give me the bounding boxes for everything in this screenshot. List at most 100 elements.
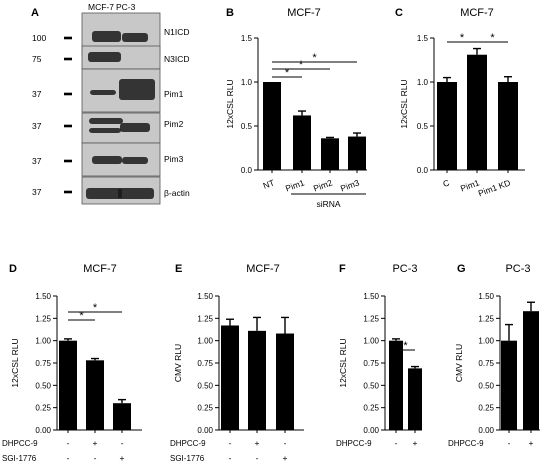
chart-title: PC-3 xyxy=(392,263,417,275)
mw-marker-label: 37 xyxy=(32,156,42,166)
y-tick-label: 1.00 xyxy=(35,337,51,346)
y-tick-label: 0.50 xyxy=(197,381,213,390)
bar xyxy=(59,340,77,430)
y-axis-label: 12xCSL RLU xyxy=(338,338,348,387)
bar xyxy=(389,340,403,430)
chart-panel-d: MCF-7 12xCSL RLU 0.00 0.25 0.50 0.75 1.00 1.25 1… xyxy=(2,263,142,463)
bar xyxy=(293,115,311,170)
significance-star: * xyxy=(490,32,495,44)
x-tick-label: Pim1 KD xyxy=(477,177,512,198)
x-tick-label: Pim1 xyxy=(284,177,306,193)
significance-star: * xyxy=(460,32,465,44)
mw-marker-tick xyxy=(64,57,72,61)
mw-marker-tick xyxy=(64,190,72,194)
blot-protein-label: N3ICD xyxy=(164,54,190,64)
y-tick-label: 0.25 xyxy=(478,404,494,413)
blot-protein-label: Pim3 xyxy=(164,154,184,164)
panel-letter-f: F xyxy=(339,263,346,275)
blot-band xyxy=(92,31,121,42)
bar xyxy=(263,82,281,170)
y-tick-label: 1.25 xyxy=(363,314,379,323)
blot-band xyxy=(92,156,122,164)
significance-star: * xyxy=(312,52,317,64)
y-tick-label: 0.50 xyxy=(35,381,51,390)
x-tick-label: NT xyxy=(262,177,276,190)
panel-letter-e: E xyxy=(175,263,182,275)
blot-band xyxy=(122,33,148,42)
y-tick-label: 0.00 xyxy=(35,426,51,435)
condition-label: SGI-1776 xyxy=(2,454,37,463)
blot-protein-label: Pim1 xyxy=(164,89,184,99)
condition-mark: - xyxy=(395,438,398,448)
y-tick-label: 1.00 xyxy=(363,337,379,346)
mw-marker-label: 37 xyxy=(32,121,42,131)
mw-marker-label: 100 xyxy=(32,33,46,43)
y-axis-label: CMV RLU xyxy=(173,344,183,382)
blot-lane-label: MCF-7 xyxy=(88,2,114,12)
blot-band xyxy=(88,52,121,62)
condition-mark: + xyxy=(283,453,288,463)
bar xyxy=(348,136,366,170)
y-tick-label: 1.00 xyxy=(478,337,494,346)
condition-mark: - xyxy=(67,453,70,463)
blot-protein-label: Pim2 xyxy=(164,119,184,129)
chart-panel-b: MCF-7 12xCSL RLU 0.0 0.5 1.0 1.5 * * * NT Pim1 Pim2… xyxy=(225,7,367,209)
y-axis-label: 12xCSL RLU xyxy=(10,338,20,387)
mw-marker-label: 37 xyxy=(32,187,42,197)
condition-mark: - xyxy=(121,438,124,448)
bar xyxy=(221,325,239,430)
panel-letter-a: A xyxy=(31,7,39,19)
y-tick-label: 1.50 xyxy=(197,292,213,301)
y-tick-label: 1.5 xyxy=(241,34,253,43)
chart-title: PC-3 xyxy=(505,263,530,275)
chart-panel-e: MCF-7 CMV RLU 0.00 0.25 0.50 0.75 1.00 1.25 1.50… xyxy=(170,263,304,463)
x-tick-label: Pim2 xyxy=(312,177,334,193)
mw-marker-tick xyxy=(64,92,72,96)
panel-letter-b: B xyxy=(226,7,234,19)
condition-mark: - xyxy=(94,453,97,463)
significance-star: * xyxy=(79,310,84,322)
significance-star: * xyxy=(285,67,290,79)
condition-label: DHPCC-9 xyxy=(2,439,38,448)
blot-lane-label: PC-3 xyxy=(116,2,136,12)
y-axis-label: CMV RLU xyxy=(454,344,464,382)
y-tick-label: 0.0 xyxy=(417,166,429,175)
condition-label: DHPCC-9 xyxy=(170,439,206,448)
y-tick-label: 0.00 xyxy=(478,426,494,435)
bar xyxy=(523,311,539,430)
x-tick-label: C xyxy=(441,177,450,188)
y-axis-label: 12xCSL RLU xyxy=(225,79,235,128)
y-tick-label: 1.50 xyxy=(35,292,51,301)
y-tick-label: 0.50 xyxy=(478,381,494,390)
y-tick-label: 1.00 xyxy=(197,337,213,346)
y-tick-label: 0.75 xyxy=(363,359,379,368)
condition-label: SGI-1776 xyxy=(170,454,205,463)
chart-title: MCF-7 xyxy=(287,7,321,19)
bar xyxy=(248,330,266,430)
blot-band xyxy=(90,90,116,95)
y-tick-label: 0.75 xyxy=(197,359,213,368)
y-tick-label: 1.25 xyxy=(197,314,213,323)
condition-mark: + xyxy=(255,438,260,448)
condition-mark: + xyxy=(529,438,534,448)
significance-star: * xyxy=(93,302,98,314)
y-axis-label: 12xCSL RLU xyxy=(399,79,409,128)
y-tick-label: 0.75 xyxy=(478,359,494,368)
y-tick-label: 1.25 xyxy=(35,314,51,323)
chart-title: MCF-7 xyxy=(460,7,494,19)
blot-band xyxy=(119,79,155,100)
chart-title: MCF-7 xyxy=(246,263,280,275)
bar xyxy=(437,82,457,170)
y-tick-label: 0.75 xyxy=(35,359,51,368)
bar xyxy=(321,138,339,170)
western-blot-panel: MCF-7 PC-3 100 N1ICD 75 N3ICD 37 Pim1 37 Pim2 37 Pi… xyxy=(32,2,190,205)
significance-star: * xyxy=(299,59,304,71)
chart-title: MCF-7 xyxy=(83,263,117,275)
bar xyxy=(113,403,131,430)
mw-marker-label: 37 xyxy=(32,89,42,99)
y-tick-label: 1.50 xyxy=(363,292,379,301)
y-tick-label: 1.50 xyxy=(478,292,494,301)
bar xyxy=(276,333,294,430)
